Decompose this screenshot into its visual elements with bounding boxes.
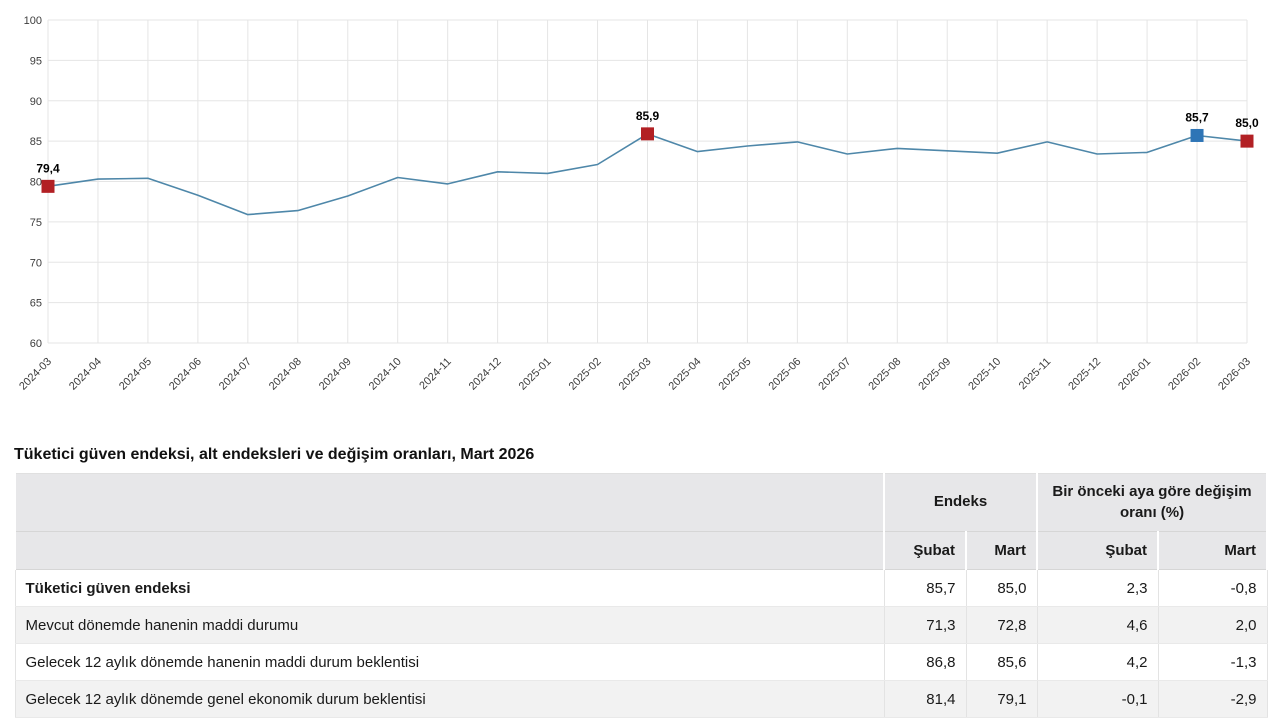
data-point-label: 79,4 — [36, 161, 60, 175]
x-axis-tick-label: 2025-01 — [517, 356, 554, 393]
row-label: Gelecek 12 aylık dönemde genel ekonomik … — [14, 680, 885, 718]
table-body: Tüketici güven endeksi 85,7 85,0 2,3 -0,8 Mev… — [14, 569, 1268, 718]
x-axis-tick-label: 2025-04 — [667, 356, 704, 393]
row-value: 86,8 — [883, 643, 967, 681]
x-axis-tick-label: 2024-04 — [67, 356, 104, 393]
index-table: Endeks Bir önceki aya göre değişim oranı … — [14, 473, 1269, 718]
table-title: Tüketici güven endeksi, alt endeksleri v… — [14, 446, 535, 463]
x-axis-tick-label: 2025-03 — [617, 356, 654, 393]
x-axis-tick-label: 2024-06 — [167, 356, 204, 393]
row-value: -0,8 — [1157, 569, 1268, 607]
x-axis-tick-label: 2025-02 — [567, 356, 604, 393]
row-value: 2,0 — [1157, 606, 1268, 644]
data-point-marker — [641, 127, 654, 141]
data-point-marker — [1240, 134, 1254, 148]
y-axis-tick-label: 100 — [24, 15, 42, 27]
row-value: 81,4 — [883, 680, 967, 718]
header-month-cell: Şubat — [1036, 531, 1160, 570]
x-axis-tick-label: 2024-07 — [217, 356, 254, 393]
y-axis-tick-label: 65 — [30, 298, 42, 310]
row-value: -0,1 — [1036, 680, 1159, 718]
x-axis-tick-label: 2024-12 — [467, 356, 504, 393]
x-axis-tick-label: 2026-02 — [1166, 356, 1203, 393]
row-label: Tüketici güven endeksi — [14, 569, 885, 607]
header-sub-row: Şubat Mart Şubat Mart — [14, 531, 1269, 570]
row-label: Gelecek 12 aylık dönemde hanenin maddi d… — [14, 643, 885, 681]
x-axis-tick-label: 2024-05 — [117, 356, 154, 393]
x-axis-tick-label: 2024-09 — [317, 356, 354, 393]
header-group-cell: Endeks — [882, 473, 1039, 532]
y-axis-tick-label: 60 — [30, 338, 42, 350]
x-axis-tick-label: 2024-08 — [267, 356, 304, 393]
x-axis-tick-label: 2025-12 — [1066, 356, 1103, 393]
x-axis-tick-label: 2025-10 — [966, 356, 1003, 393]
row-value: 79,1 — [965, 680, 1038, 718]
row-value: 72,8 — [965, 606, 1038, 644]
table-row: Mevcut dönemde hanenin maddi durumu 71,3 7… — [14, 606, 1268, 644]
row-value: 85,6 — [965, 643, 1038, 681]
data-point-label: 85,0 — [1235, 116, 1259, 130]
table-row: Gelecek 12 aylık dönemde genel ekonomik … — [14, 680, 1268, 718]
row-value: 4,2 — [1036, 643, 1159, 681]
data-point-label: 85,7 — [1185, 110, 1209, 124]
table-row: Gelecek 12 aylık dönemde hanenin maddi d… — [14, 643, 1268, 681]
y-axis-tick-label: 80 — [30, 177, 42, 189]
x-axis-tick-label: 2025-09 — [916, 356, 953, 393]
table-row: Tüketici güven endeksi 85,7 85,0 2,3 -0,8 — [14, 569, 1268, 607]
header-month-cell: Mart — [1157, 531, 1269, 570]
x-axis-tick-label: 2025-06 — [766, 356, 803, 393]
x-axis-tick-label: 2024-11 — [417, 356, 453, 392]
row-label: Mevcut dönemde hanenin maddi durumu — [14, 606, 885, 644]
row-value: 2,3 — [1036, 569, 1159, 607]
y-axis-tick-label: 90 — [30, 96, 42, 108]
y-axis-tick-label: 85 — [30, 136, 42, 148]
x-axis-tick-label: 2025-08 — [866, 356, 903, 393]
x-axis-tick-label: 2026-03 — [1216, 356, 1253, 393]
y-axis-tick-label: 70 — [30, 257, 42, 269]
header-group-cell: Bir önceki aya göre değişim oranı (%) — [1036, 473, 1269, 532]
row-value: 4,6 — [1036, 606, 1159, 644]
row-value: 85,0 — [965, 569, 1038, 607]
header-month-cell: Mart — [964, 531, 1039, 570]
data-point-label: 85,9 — [636, 109, 660, 123]
line-chart-svg: 60 65 70 75 80 85 90 95 100 2024-03 2024-04 2024-05… — [17, 15, 1259, 393]
row-value: -1,3 — [1157, 643, 1268, 681]
header-month-cell — [14, 531, 885, 570]
row-value: -2,9 — [1157, 680, 1268, 718]
x-axis-tick-label: 2024-03 — [17, 356, 54, 393]
consumer-confidence-line-chart: 60 65 70 75 80 85 90 95 100 2024-03 2024-04 2024-05… — [17, 15, 1259, 393]
data-point-marker — [1190, 128, 1204, 142]
table-header: Endeks Bir önceki aya göre değişim oranı … — [14, 473, 1269, 570]
header-group-row: Endeks Bir önceki aya göre değişim oranı … — [14, 473, 1269, 532]
header-empty-cell — [14, 473, 885, 532]
row-value: 85,7 — [883, 569, 967, 607]
x-axis-tick-label: 2026-01 — [1116, 356, 1153, 393]
x-axis-tick-label: 2025-11 — [1017, 356, 1053, 392]
x-axis-tick-label: 2025-07 — [816, 356, 853, 393]
y-axis-tick-label: 95 — [30, 55, 42, 67]
y-axis-tick-label: 75 — [30, 217, 42, 229]
row-value: 71,3 — [883, 606, 967, 644]
x-axis-tick-label: 2025-05 — [717, 356, 754, 393]
data-point-marker — [41, 179, 55, 193]
x-axis-tick-label: 2024-10 — [367, 356, 404, 393]
header-month-cell: Şubat — [883, 531, 967, 570]
